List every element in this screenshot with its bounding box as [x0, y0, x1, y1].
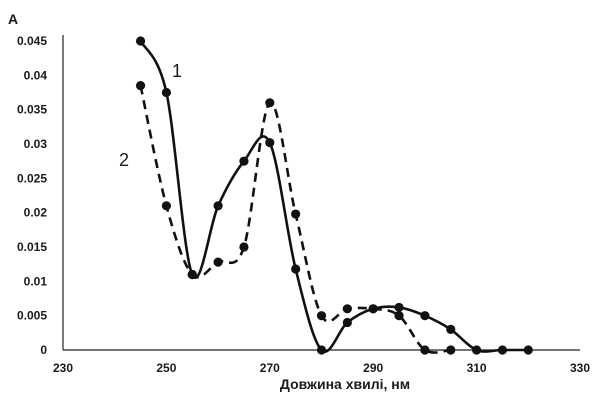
data-point	[368, 304, 378, 314]
data-point	[135, 81, 146, 91]
data-point	[420, 311, 430, 321]
y-tick-label: 0.035	[17, 103, 47, 117]
y-axis-title: A	[8, 11, 18, 27]
y-tick-label: 0.025	[17, 171, 47, 185]
y-tick-label: 0.04	[24, 68, 48, 82]
x-tick-label: 330	[570, 361, 590, 375]
y-tick-label: 0.005	[17, 309, 47, 323]
series-1	[135, 36, 533, 355]
data-point	[446, 345, 456, 355]
data-point	[420, 345, 430, 355]
x-tick-label: 250	[156, 361, 176, 375]
y-tick-label: 0.045	[17, 34, 47, 48]
y-tick-label: 0.015	[17, 240, 47, 254]
data-point	[161, 201, 171, 211]
data-point	[316, 311, 327, 321]
data-point	[394, 302, 404, 313]
series-label-1: 1	[172, 61, 182, 81]
data-point	[291, 209, 301, 219]
data-point	[239, 156, 249, 166]
data-point	[523, 345, 533, 355]
data-point	[213, 257, 223, 267]
x-tick-label: 290	[363, 361, 383, 375]
data-point	[187, 269, 197, 280]
data-point	[394, 311, 404, 321]
data-point	[316, 345, 327, 355]
data-point	[342, 304, 352, 314]
data-point	[161, 87, 171, 98]
series-group	[135, 36, 533, 355]
data-point	[135, 36, 146, 46]
y-tick-label: 0	[40, 343, 47, 357]
data-point	[265, 138, 275, 148]
data-point	[239, 242, 249, 252]
y-tick-label: 0.03	[24, 137, 48, 151]
x-axis-title: Довжина хвилі, нм	[280, 376, 410, 392]
series-label-2: 2	[119, 150, 129, 170]
data-point	[291, 264, 301, 274]
x-tick-labels: 230 250 270 290 310 330	[53, 361, 590, 375]
series-line-2	[139, 85, 451, 354]
y-tick-labels: 0 0.005 0.01 0.015 0.02 0.025 0.03 0.035 0.04 0.0…	[17, 34, 47, 357]
x-tick-label: 270	[260, 361, 280, 375]
data-point	[265, 98, 275, 108]
data-point	[213, 201, 223, 211]
x-tick-label: 310	[467, 361, 487, 375]
y-tick-label: 0.01	[24, 274, 48, 288]
series-2	[135, 81, 456, 355]
data-point	[497, 345, 508, 355]
x-tick-label: 230	[53, 361, 73, 375]
y-tick-label: 0.02	[24, 206, 48, 220]
data-point	[472, 345, 482, 355]
series-line-1	[139, 40, 529, 353]
series-labels: 1 2	[119, 61, 182, 170]
data-point	[446, 324, 456, 334]
data-point	[342, 317, 352, 328]
